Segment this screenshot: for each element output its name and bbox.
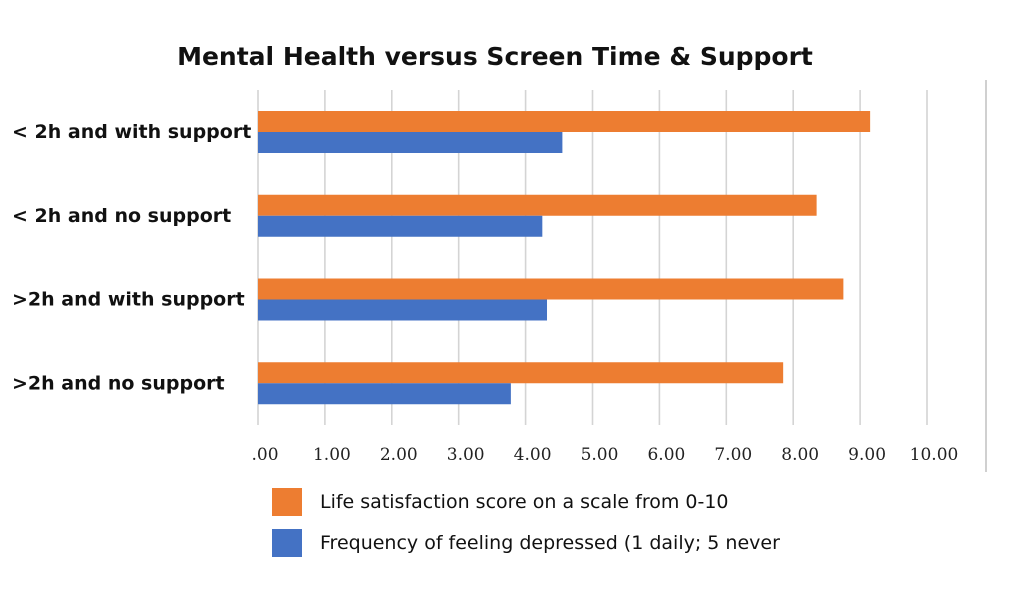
bar-life-satisfaction (258, 194, 817, 216)
chart-title: Mental Health versus Screen Time & Suppo… (177, 42, 813, 71)
chart-frame-edge (985, 80, 987, 472)
x-tick-label: 8.00 (781, 445, 819, 465)
legend-swatch-orange (272, 488, 302, 516)
bar-life-satisfaction (258, 111, 871, 132)
bar-life-satisfaction (258, 362, 784, 384)
legend-item-depression-frequency: Frequency of feeling depressed (1 daily;… (272, 529, 780, 557)
legend-label-life-satisfaction: Life satisfaction score on a scale from … (320, 491, 729, 513)
bar-life-satisfaction (258, 278, 844, 300)
legend-label-depression-frequency: Frequency of feeling depressed (1 daily;… (320, 532, 780, 554)
x-tick-label: 10.00 (910, 445, 959, 465)
legend-item-life-satisfaction: Life satisfaction score on a scale from … (272, 488, 780, 516)
x-tick-label: 1.00 (313, 445, 351, 465)
x-tick-label: 6.00 (647, 445, 685, 465)
category-label: < 2h and with support (12, 121, 251, 143)
x-tick-label: 4.00 (514, 445, 552, 465)
x-tick-label: .00 (251, 445, 278, 465)
category-label: >2h and with support (12, 289, 245, 311)
category-label: >2h and no support (12, 372, 225, 394)
x-tick-label: 7.00 (714, 445, 752, 465)
x-tick-label: 2.00 (380, 445, 418, 465)
legend: Life satisfaction score on a scale from … (272, 488, 780, 570)
bar-depression-frequency (258, 299, 548, 321)
bar-depression-frequency (258, 215, 543, 237)
x-tick-label: 9.00 (848, 445, 886, 465)
x-tick-label: 3.00 (447, 445, 485, 465)
legend-swatch-blue (272, 529, 302, 557)
category-label: < 2h and no support (12, 205, 231, 227)
bar-depression-frequency (258, 383, 511, 405)
x-tick-label: 5.00 (581, 445, 619, 465)
bar-depression-frequency (258, 132, 563, 153)
